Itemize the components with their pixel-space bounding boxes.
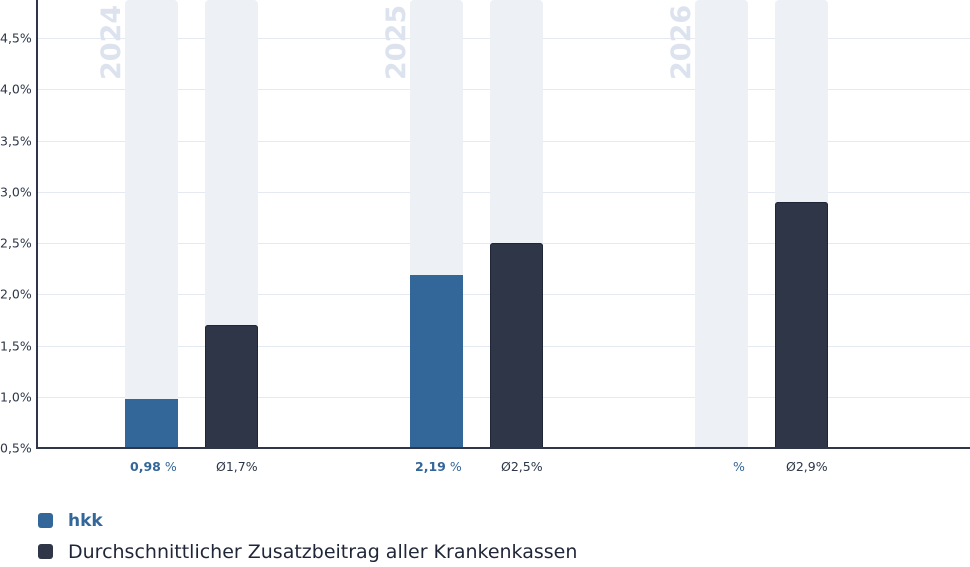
bar-track [125,0,178,448]
legend-swatch-average [38,544,53,559]
legend-item-average: Durchschnittlicher Zusatzbeitrag aller K… [38,536,577,567]
bar-track [695,0,748,448]
value-label-hkk: 0,98 % [130,459,177,474]
y-tick-label: 3,0% [0,184,32,200]
legend: hkk Durchschnittlicher Zusatzbeitrag all… [38,505,577,567]
legend-item-hkk: hkk [38,505,577,536]
chart-plot-area: 0,5% 1,0% 1,5% 2,0% 2,5% 3,0% 3,5% 4,0% 4,5% 2024… [0,0,970,474]
legend-label-hkk: hkk [68,510,103,531]
bar-hkk [410,274,463,448]
value-label-average: Ø1,7% [216,459,258,474]
year-label: 2025 [381,4,412,80]
legend-swatch-hkk [38,513,53,528]
bar-average [490,243,543,448]
y-axis-line [36,0,38,449]
y-tick-label: 1,5% [0,338,32,353]
x-axis-line [36,447,970,449]
value-label-average: Ø2,9% [786,459,828,474]
value-label-average: Ø2,5% [501,459,543,474]
value-label-hkk: 2,19 % [415,459,462,474]
year-label: 2026 [666,4,697,80]
year-label: 2024 [96,4,127,80]
y-tick-label: 0,5% [0,440,32,456]
y-tick-label: 3,5% [0,133,32,148]
bar-hkk [125,398,178,448]
bar-average [205,325,258,448]
y-tick-label: 4,5% [0,30,32,46]
y-tick-label: 1,0% [0,389,32,405]
y-tick-label: 2,0% [0,286,32,302]
legend-label-average: Durchschnittlicher Zusatzbeitrag aller K… [68,540,578,563]
y-tick-label: 4,0% [0,81,32,97]
value-label-hkk: % [733,459,745,474]
y-tick-label: 2,5% [0,235,32,251]
bar-average [775,202,828,448]
